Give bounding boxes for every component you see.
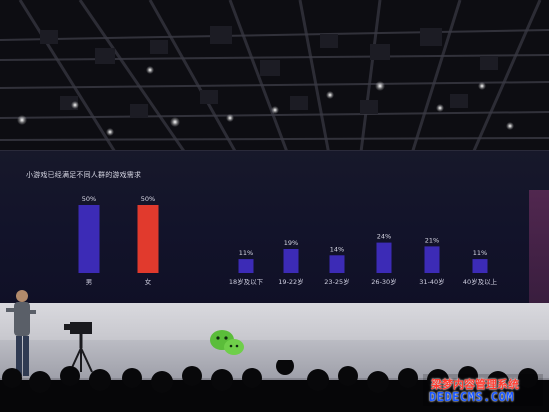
category-label: 40岁及以上	[463, 277, 498, 286]
side-screen	[529, 190, 549, 305]
chart-bar	[238, 259, 254, 273]
data-label: 19%	[284, 239, 298, 247]
watermark-domain: DEDECMS.COM	[429, 390, 514, 404]
audience-silhouettes	[0, 360, 549, 412]
chart-bar	[376, 242, 392, 273]
category-label: 26-30岁	[371, 277, 396, 286]
category-label: 31-40岁	[419, 277, 444, 286]
chart-bar	[283, 249, 299, 273]
category-label: 女	[145, 277, 152, 286]
category-label: 23-25岁	[324, 277, 349, 286]
data-label: 50%	[141, 195, 155, 203]
chart-title: 小游戏已经满足不同人群的游戏需求	[26, 171, 142, 179]
data-label: 11%	[239, 249, 253, 257]
data-label: 11%	[473, 249, 487, 257]
category-label: 18岁及以下	[229, 277, 264, 286]
site-watermark: 梁梦内容管理系统 DEDECMS.COM	[423, 374, 543, 406]
chart-bar	[78, 205, 100, 273]
ceiling-lighting-rig	[0, 0, 549, 160]
chart-bar	[424, 246, 440, 273]
tripod-camera	[64, 322, 93, 373]
chart-bar	[137, 205, 159, 273]
chart-bar	[472, 259, 488, 273]
data-label: 21%	[425, 236, 439, 244]
data-label: 24%	[377, 233, 391, 241]
chart-bar	[329, 255, 345, 273]
category-label: 19-22岁	[278, 277, 303, 286]
data-label: 50%	[82, 195, 96, 203]
watermark-cn: 梁梦内容管理系统	[431, 378, 519, 391]
category-label: 男	[86, 278, 93, 286]
wechat-logo-icon	[210, 330, 244, 355]
bar-chart: 50% 男 50% 女 11% 18岁及以下 19% 19-22岁 14% 23-25岁 24% 26…	[78, 195, 498, 286]
speaker-figure	[6, 290, 36, 376]
data-label: 14%	[330, 245, 344, 253]
